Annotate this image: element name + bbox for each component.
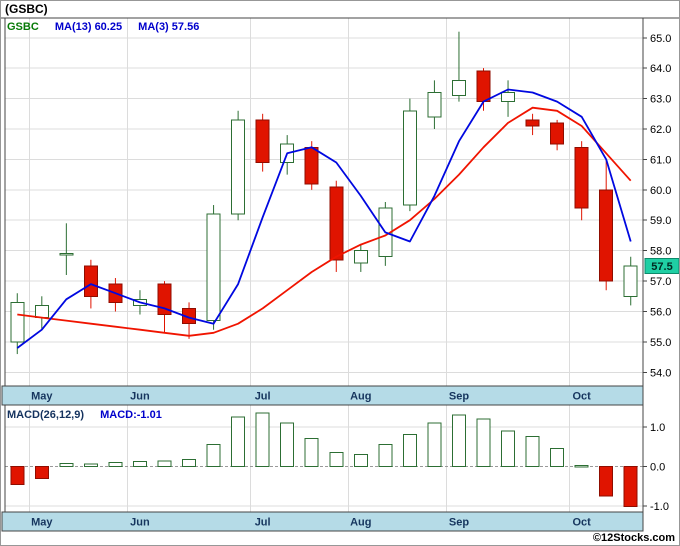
candle-body-down — [476, 70, 491, 103]
month-label: Oct — [572, 391, 591, 403]
ma3-line — [16, 88, 632, 349]
candle-body-down — [83, 265, 98, 297]
macd-bar-positive — [83, 463, 98, 467]
y-axis-label: 54.0 — [650, 367, 671, 379]
macd-bar-positive — [280, 422, 295, 467]
candle-body-up — [353, 250, 368, 264]
macd-bar-positive — [304, 438, 319, 467]
macd-bar-positive — [550, 448, 565, 467]
macd-bar-positive — [231, 416, 246, 467]
macd-bar-positive — [206, 444, 221, 467]
month-label: Aug — [350, 391, 371, 403]
month-label: Jul — [255, 517, 271, 529]
macd-value-label: MACD:-1.01 — [100, 409, 162, 421]
macd-bar-positive — [501, 430, 516, 467]
chart-title: (GSBC) — [5, 2, 48, 16]
macd-y-label: 0.0 — [650, 461, 665, 473]
macd-bar-positive — [329, 452, 344, 467]
candle-body-down — [255, 119, 270, 163]
macd-bar-positive — [132, 461, 147, 467]
candle-body-down — [329, 186, 344, 261]
candle-body-up — [501, 92, 516, 103]
macd-bar-negative — [34, 465, 49, 479]
candle-body-down — [304, 146, 319, 185]
candle-body-down — [525, 119, 540, 127]
last-price-label: 57.5 — [651, 261, 672, 273]
month-label: Jun — [130, 391, 150, 403]
candle-body-up — [451, 79, 466, 97]
month-axis-band — [1, 511, 644, 532]
month-label: Jul — [255, 391, 271, 403]
candle-body-down — [574, 146, 589, 209]
macd-bar-positive — [157, 460, 172, 467]
macd-bar-positive — [255, 412, 270, 467]
macd-bar-positive — [108, 461, 123, 467]
last-price-badge — [644, 257, 679, 274]
macd-y-label: 1.0 — [650, 422, 665, 434]
legend-ma3-label: MA(3) 57.56 — [138, 21, 200, 33]
y-axis-label: 60.0 — [650, 185, 671, 197]
y-axis-label: 62.0 — [650, 124, 671, 136]
legend-symbol-label: GSBC — [7, 21, 39, 33]
macd-bar-positive — [574, 465, 589, 468]
y-axis-label: 65.0 — [650, 33, 671, 45]
legend-ma13-label: MA(13) 60.25 — [54, 21, 123, 33]
macd-bar-negative — [623, 465, 638, 507]
macd-bar-positive — [182, 458, 197, 467]
macd-params-label: MACD(26,12,9) — [7, 409, 85, 421]
candle-body-up — [623, 265, 638, 297]
month-label: Oct — [572, 517, 591, 529]
macd-bar-positive — [353, 454, 368, 467]
candle-body-down — [550, 122, 565, 145]
y-axis-label: 64.0 — [650, 63, 671, 75]
ma13-line — [17, 106, 632, 337]
y-axis-label: 56.0 — [650, 306, 671, 318]
candle-body-up — [231, 119, 246, 215]
y-axis-label: 63.0 — [650, 94, 671, 106]
macd-plot-border — [4, 404, 644, 513]
y-axis-label: 55.0 — [650, 337, 671, 349]
price-legend: GSBC MA(13) 60.25 MA(3) 57.56 — [7, 21, 212, 33]
y-axis-label: 57.0 — [650, 276, 671, 288]
candle-body-down — [599, 189, 614, 282]
macd-bar-positive — [476, 418, 491, 467]
month-label: Sep — [449, 517, 469, 529]
candle-body-up — [10, 301, 25, 343]
y-axis-label: 58.0 — [650, 246, 671, 258]
candle-body-up — [427, 92, 442, 118]
macd-bar-negative — [599, 465, 614, 497]
y-axis-label: 61.0 — [650, 154, 671, 166]
month-label: May — [31, 517, 53, 529]
macd-bar-positive — [59, 462, 74, 467]
macd-legend: MACD(26,12,9) MACD:-1.01 — [7, 409, 162, 421]
macd-bar-positive — [402, 434, 417, 467]
candle-body-up — [402, 110, 417, 206]
macd-bar-negative — [10, 465, 25, 485]
month-label: Jun — [130, 517, 150, 529]
macd-bar-positive — [378, 444, 393, 467]
month-label: Aug — [350, 517, 371, 529]
macd-bar-positive — [451, 414, 466, 467]
y-axis-label: 59.0 — [650, 215, 671, 227]
candle-body-up — [206, 213, 221, 322]
candle-body-up — [34, 304, 49, 319]
main-plot-border — [4, 17, 644, 387]
macd-bar-positive — [427, 422, 442, 467]
month-axis-band — [1, 385, 644, 406]
macd-bar-positive — [525, 436, 540, 467]
candle-body-up — [59, 253, 74, 256]
month-label: Sep — [449, 391, 469, 403]
watermark: ©12Stocks.com — [592, 532, 675, 544]
macd-y-label: -1.0 — [650, 501, 669, 513]
month-label: May — [31, 391, 53, 403]
